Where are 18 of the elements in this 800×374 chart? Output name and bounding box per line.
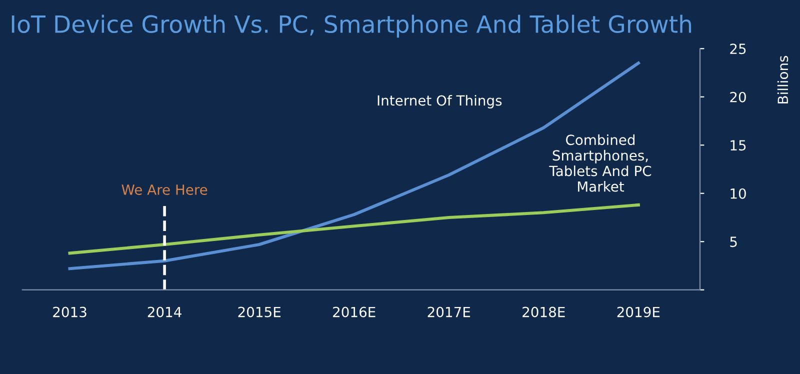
- x-tick-label: 2019E: [617, 306, 660, 318]
- x-tick-label: 2016E: [333, 306, 376, 318]
- line-series: [68, 203, 640, 255]
- y-tick-label: 15: [730, 140, 746, 151]
- y-tick-label: 10: [730, 188, 746, 199]
- chart-title: IoT Device Growth Vs. PC, Smartphone And Tablet Growth: [12, 14, 692, 38]
- y-axis-title: Billions: [777, 56, 788, 104]
- text: Internet Of Things: [378, 94, 502, 108]
- y-tick-label: 5: [730, 236, 737, 248]
- x-tick-label: 2013: [53, 306, 86, 318]
- x-tick-label: 2018E: [522, 306, 565, 318]
- x-tick-label: 2015E: [238, 306, 280, 318]
- ref-line-label: We Are Here: [122, 184, 208, 195]
- y-tick-label: 20: [730, 92, 746, 102]
- x-tick-label: 2017E: [428, 306, 470, 318]
- x-tick-label: 2014: [148, 306, 182, 318]
- y-tick-label: 25: [730, 44, 746, 54]
- series-label: Combined Smartphones, Tablets And PC Market: [549, 134, 652, 192]
